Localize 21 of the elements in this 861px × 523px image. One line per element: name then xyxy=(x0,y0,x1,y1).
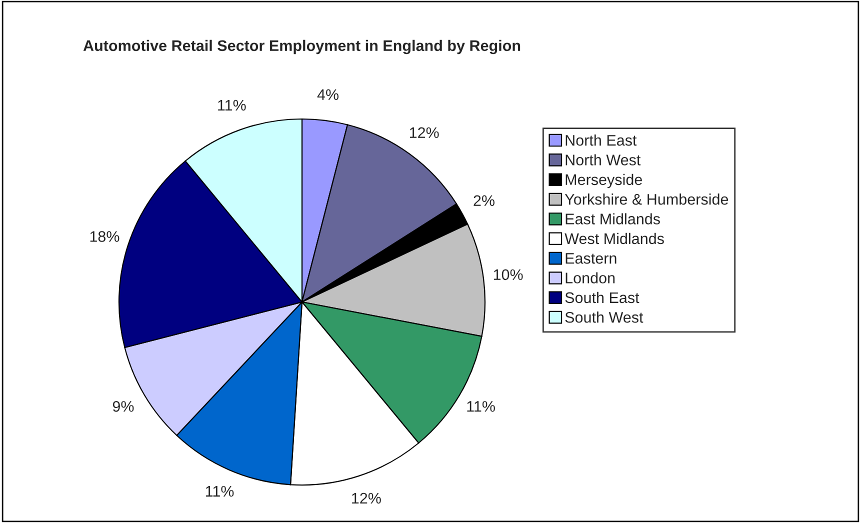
legend-label: Yorkshire & Humberside xyxy=(564,194,728,205)
data-label: 12% xyxy=(410,127,439,138)
legend-label: London xyxy=(566,272,615,284)
legend-label: South West xyxy=(565,312,644,323)
data-label: 10% xyxy=(494,269,523,280)
data-label: 18% xyxy=(90,231,120,242)
legend-label: North West xyxy=(566,154,641,166)
chart-title: Automotive Retail Sector Employment in England by Region xyxy=(83,40,520,54)
legend-label: Merseyside xyxy=(566,174,642,188)
data-label: 9% xyxy=(112,401,134,412)
data-label: 11% xyxy=(206,486,234,497)
data-label: 12% xyxy=(352,492,381,504)
data-label: 4% xyxy=(317,89,339,100)
legend-label: East Midlands xyxy=(566,213,660,224)
legend-label: West Midlands xyxy=(564,232,664,244)
legend-label: North East xyxy=(566,134,637,146)
data-label: 11% xyxy=(467,401,495,412)
data-label: 11% xyxy=(218,100,246,111)
data-label: 2% xyxy=(474,195,495,206)
legend-label: Eastern xyxy=(566,253,616,264)
legend-label: South East xyxy=(565,292,640,304)
